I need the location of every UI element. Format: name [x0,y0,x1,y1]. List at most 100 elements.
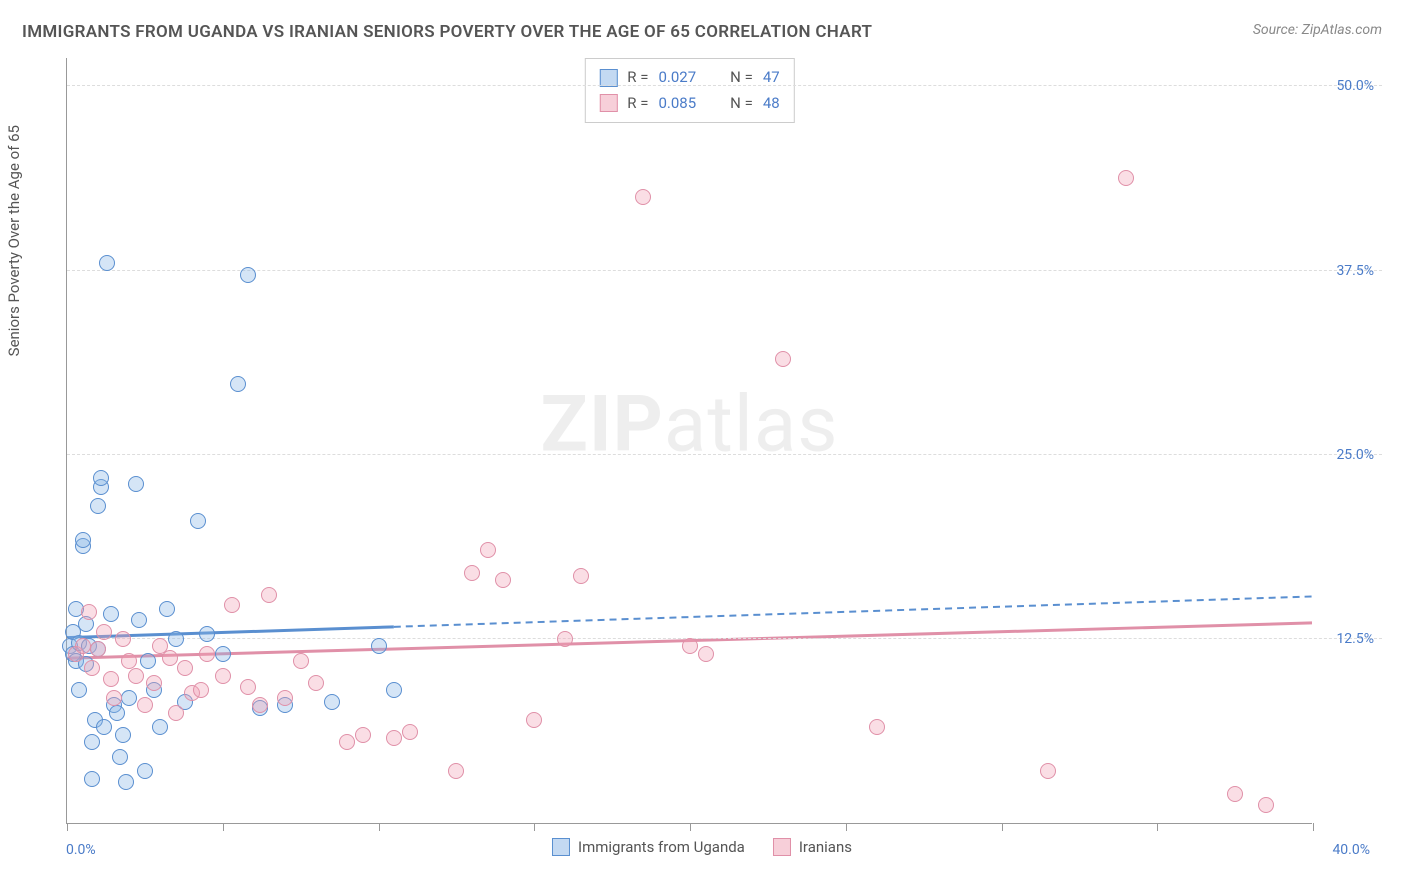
watermark-bold: ZIP [540,380,663,471]
data-point [93,470,109,486]
stats-n-value: 47 [763,65,780,91]
data-point [109,705,125,721]
stats-r-label: R = [627,65,648,91]
legend-swatch [773,838,791,856]
data-point [448,763,464,779]
x-tick [846,823,847,831]
data-point [199,626,215,642]
x-axis-min-label: 0.0% [66,842,96,858]
grid-line [67,85,1382,86]
chart-container: Seniors Poverty Over the Age of 65 ZIPat… [22,58,1382,868]
data-point [635,189,651,205]
legend-label: Iranians [799,838,852,856]
legend-item: Iranians [773,838,852,856]
data-point [240,267,256,283]
data-point [146,675,162,691]
stats-row: R =0.085N =48 [599,91,779,117]
data-point [869,719,885,735]
data-point [75,532,91,548]
data-point [90,498,106,514]
data-point [495,572,511,588]
data-point [252,697,268,713]
data-point [81,604,97,620]
trend-line-dashed [394,596,1312,626]
data-point [230,376,246,392]
data-point [140,653,156,669]
data-point [177,660,193,676]
y-tick-label: 12.5% [1336,631,1374,647]
stats-r-value: 0.085 [658,91,696,117]
grid-line [67,454,1382,455]
stats-swatch [599,69,617,87]
data-point [190,513,206,529]
x-tick [534,823,535,831]
data-point [193,682,209,698]
data-point [775,351,791,367]
data-point [137,697,153,713]
data-point [402,724,418,740]
x-tick [1002,823,1003,831]
y-tick-label: 50.0% [1336,78,1374,94]
data-point [159,601,175,617]
data-point [121,690,137,706]
y-tick-label: 25.0% [1336,447,1374,463]
chart-title: IMMIGRANTS FROM UGANDA VS IRANIAN SENIOR… [22,22,872,42]
data-point [386,730,402,746]
x-tick [690,823,691,831]
data-point [261,587,277,603]
watermark: ZIPatlas [540,380,838,471]
data-point [371,638,387,654]
data-point [152,719,168,735]
data-point [106,690,122,706]
stats-row: R =0.027N =47 [599,65,779,91]
data-point [199,646,215,662]
data-point [215,668,231,684]
data-point [84,734,100,750]
data-point [168,631,184,647]
data-point [386,682,402,698]
data-point [96,624,112,640]
data-point [90,641,106,657]
grid-line [67,270,1382,271]
data-point [324,694,340,710]
series-legend: Immigrants from Uganda Iranians [552,838,852,856]
data-point [277,690,293,706]
data-point [1227,786,1243,802]
data-point [215,646,231,662]
data-point [168,705,184,721]
x-tick [1313,823,1314,831]
data-point [84,660,100,676]
data-point [115,631,131,647]
data-point [131,612,147,628]
legend-label: Immigrants from Uganda [578,838,745,856]
x-axis-max-label: 40.0% [1332,842,1370,858]
data-point [84,771,100,787]
data-point [112,749,128,765]
data-point [99,255,115,271]
plot-area: ZIPatlas R =0.027N =47R =0.085N =48 12.5… [66,58,1312,824]
data-point [293,653,309,669]
stats-swatch [599,94,617,112]
stats-n-value: 48 [763,91,780,117]
data-point [526,712,542,728]
data-point [240,679,256,695]
source-attribution: Source: ZipAtlas.com [1253,22,1382,38]
data-point [96,719,112,735]
data-point [103,606,119,622]
data-point [71,682,87,698]
data-point [115,727,131,743]
data-point [355,727,371,743]
data-point [137,763,153,779]
data-point [103,671,119,687]
data-point [698,646,714,662]
stats-legend-box: R =0.027N =47R =0.085N =48 [584,58,794,123]
stats-r-value: 0.027 [658,65,696,91]
data-point [480,542,496,558]
stats-n-label: N = [730,91,753,117]
data-point [128,476,144,492]
legend-swatch [552,838,570,856]
data-point [118,774,134,790]
x-tick [67,823,68,831]
data-point [121,653,137,669]
data-point [339,734,355,750]
